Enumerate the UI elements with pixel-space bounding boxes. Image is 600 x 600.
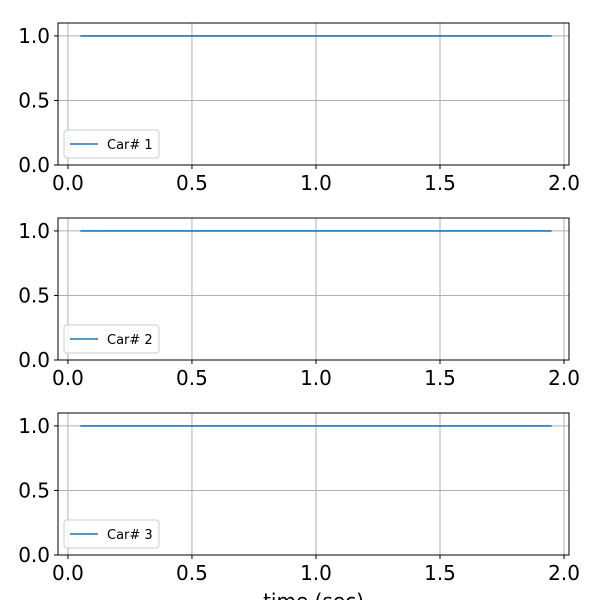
legend-box: [63, 519, 160, 549]
x-tick-label: 0.0: [52, 561, 84, 585]
legend-label: Car# 2: [107, 333, 153, 348]
y-tick-label: 0.5: [18, 88, 50, 112]
x-tick-label: 1.0: [300, 366, 332, 390]
x-tick-label: 1.0: [300, 561, 332, 585]
x-tick-label: 1.0: [300, 171, 332, 195]
y-tick-label: 0.0: [18, 153, 50, 177]
y-tick-label: 1.0: [18, 219, 50, 243]
panel-1: 0.0 0.5 1.0 1.5 2.0 0.0 0.5 1.0 Car# 1: [18, 22, 580, 195]
x-tick-label: 0.0: [52, 171, 84, 195]
y-tick-label: 1.0: [18, 24, 50, 48]
x-tick-label: 0.5: [176, 366, 208, 390]
axes-frame: [57, 412, 570, 556]
y-tick-label: 0.5: [18, 478, 50, 502]
x-tick-label: 2.0: [548, 366, 580, 390]
legend-box: [63, 324, 160, 354]
x-axis-label: time (sec): [263, 589, 364, 600]
legend-label: Car# 1: [107, 138, 153, 153]
legend: Car# 1: [63, 129, 160, 159]
axes-frame: [57, 22, 570, 166]
y-tick-label: 0.0: [18, 543, 50, 567]
x-tick-label: 1.5: [424, 561, 456, 585]
axes-frame: [57, 217, 570, 361]
panel-2: 0.0 0.5 1.0 1.5 2.0 0.0 0.5 1.0 Car# 2: [18, 217, 580, 390]
legend: Car# 3: [63, 519, 160, 549]
x-tick-label: 2.0: [548, 561, 580, 585]
y-tick-label: 0.5: [18, 283, 50, 307]
x-tick-label: 2.0: [548, 171, 580, 195]
legend-label: Car# 3: [107, 528, 153, 543]
x-tick-label: 1.5: [424, 366, 456, 390]
y-tick-label: 1.0: [18, 414, 50, 438]
legend-box: [63, 129, 160, 159]
x-tick-label: 0.0: [52, 366, 84, 390]
x-tick-label: 1.5: [424, 171, 456, 195]
x-tick-label: 0.5: [176, 171, 208, 195]
legend: Car# 2: [63, 324, 160, 354]
panel-3: 0.0 0.5 1.0 1.5 2.0 0.0 0.5 1.0 Car# 3: [18, 412, 580, 585]
y-tick-label: 0.0: [18, 348, 50, 372]
x-tick-label: 0.5: [176, 561, 208, 585]
